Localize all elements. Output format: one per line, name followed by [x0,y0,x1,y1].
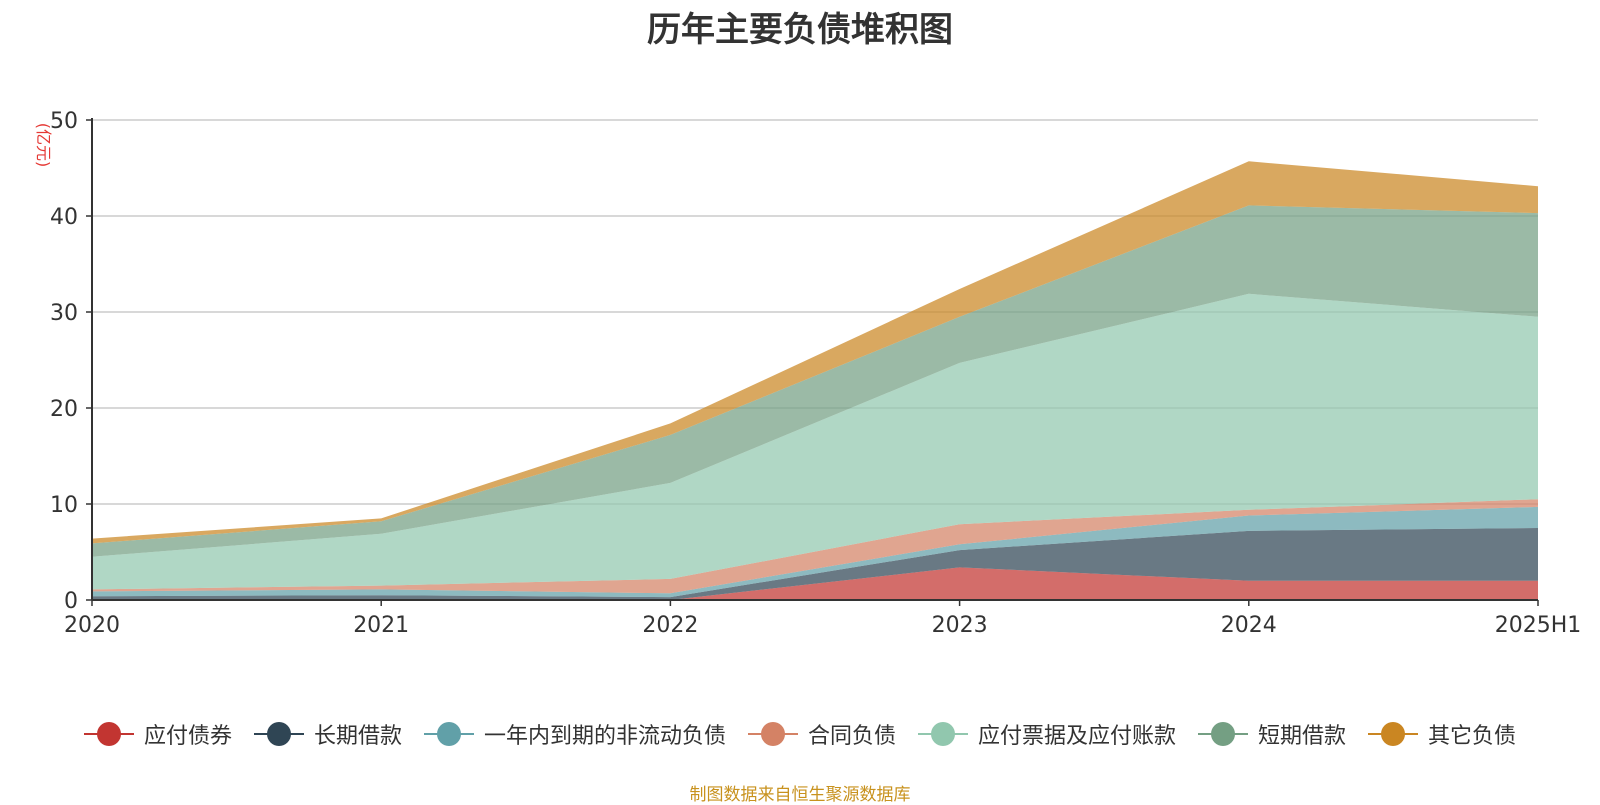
x-tick-label: 2024 [1221,613,1277,638]
legend-label: 短期借款 [1258,724,1347,749]
legend-label: 合同负债 [807,724,896,749]
y-tick-label: 0 [64,589,78,614]
legend-marker-icon [423,722,474,746]
x-tick-label: 2025H1 [1495,613,1582,638]
legend-item[interactable]: 合同负债 [747,718,896,750]
legend-item[interactable]: 应付债券 [83,718,232,750]
legend-item[interactable]: 应付票据及应付账款 [918,718,1176,750]
area-短期借款 [92,205,1538,557]
legend-marker-icon [1198,722,1249,746]
tick-labels: 0 10 20 30 40 50 2020 2021 2022 2023 2024 2025H1 [50,109,1581,638]
chart-title: 历年主要负债堆积图 [647,10,953,50]
legend-item[interactable]: 长期借款 [253,718,402,750]
legend-marker-icon [747,722,798,746]
y-tick-label: 20 [50,397,78,422]
legend-label: 应付票据及应付账款 [978,724,1177,749]
legend-item[interactable]: 其它负债 [1368,718,1516,750]
y-tick-label: 50 [50,109,78,134]
y-tick-label: 40 [50,205,78,230]
legend: 应付债券 长期借款 一年内到期的非流动负债 合同负债 应付票据及应付账款 短期借款 其它负债 [0,718,1600,750]
legend-label: 其它负债 [1428,724,1517,749]
axes [86,118,1539,606]
legend-item[interactable]: 短期借款 [1198,718,1346,750]
legend-label: 应付债券 [143,724,232,749]
legend-item[interactable]: 一年内到期的非流动负债 [423,718,726,750]
area-合同负债 [92,499,1538,594]
legend-label: 长期借款 [313,724,402,749]
area-应付票据及应付账款 [92,293,1538,590]
area-其它负债 [92,161,1538,544]
y-tick-label: 30 [50,301,78,326]
x-tick-label: 2021 [353,613,409,638]
source-note: 制图数据来自恒生聚源数据库 [689,785,911,805]
legend-label: 一年内到期的非流动负债 [483,724,726,749]
legend-marker-icon [1368,722,1419,746]
x-tick-label: 2020 [64,613,120,638]
area-一年内到期的非流动负债 [92,506,1538,598]
legend-marker-icon [918,722,968,746]
area-长期借款 [92,528,1538,600]
y-tick-label: 10 [50,493,78,518]
x-tick-label: 2022 [642,613,698,638]
legend-marker-icon [253,722,304,746]
x-tick-label: 2023 [932,613,988,638]
y-axis-unit-label: (亿元) [34,123,53,168]
legend-marker-icon [83,722,134,746]
stacked-areas [92,161,1538,600]
